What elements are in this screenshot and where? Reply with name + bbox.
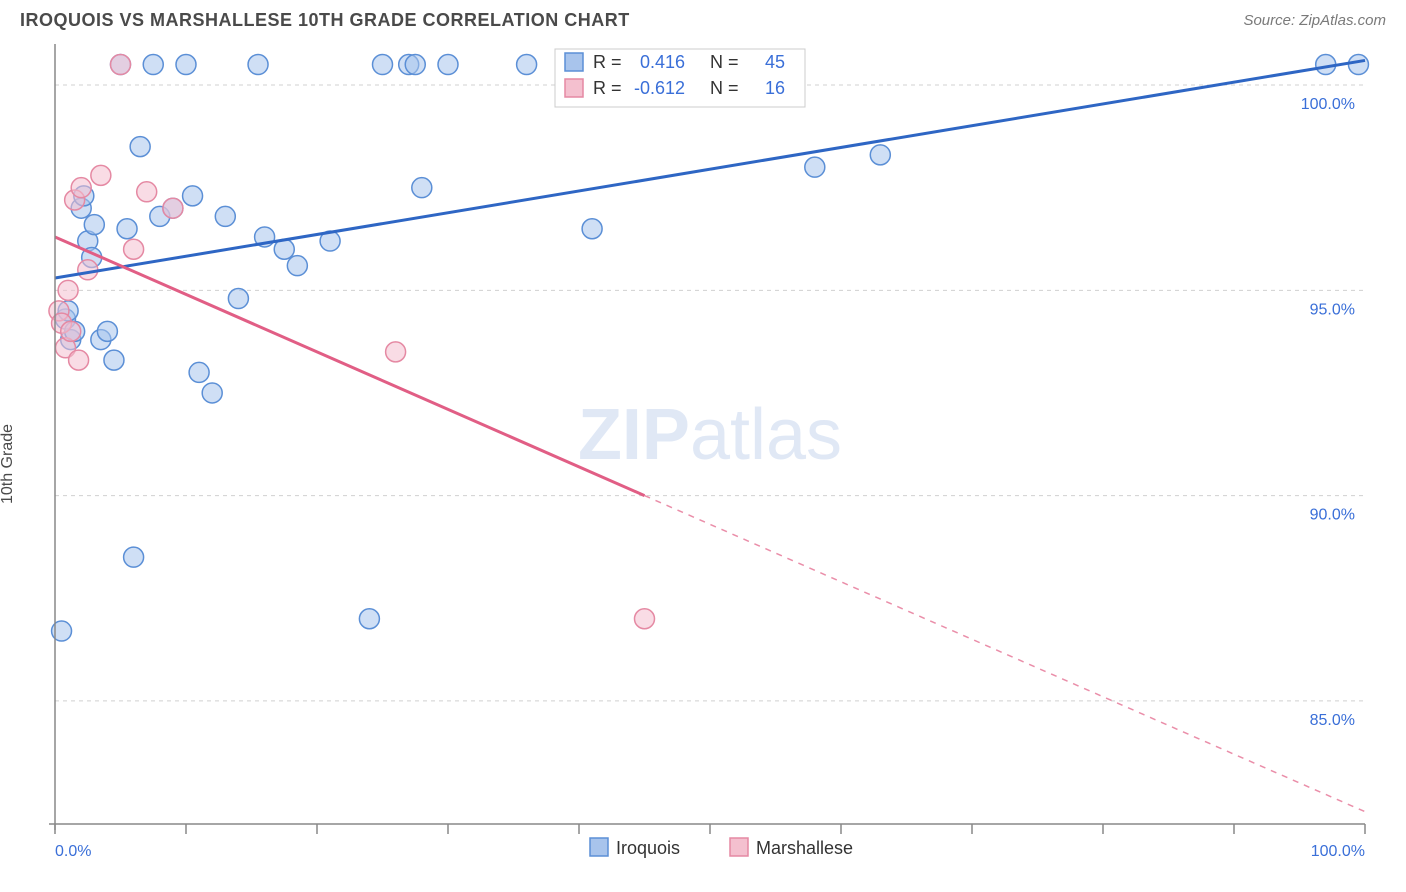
chart-title: IROQUOIS VS MARSHALLESE 10TH GRADE CORRE… [20, 10, 630, 31]
svg-text:100.0%: 100.0% [1311, 843, 1365, 860]
scatter-chart: 85.0% 90.0% 95.0% 100.0% ZIPatlas 0.0% 100.0% R… [0, 39, 1406, 889]
svg-text:R =: R = [593, 52, 622, 72]
svg-text:45: 45 [765, 52, 785, 72]
chart-header: IROQUOIS VS MARSHALLESE 10TH GRADE CORRE… [0, 0, 1406, 39]
svg-text:N =: N = [710, 78, 739, 98]
svg-text:90.0%: 90.0% [1310, 507, 1355, 524]
svg-text:100.0%: 100.0% [1301, 96, 1355, 113]
svg-text:85.0%: 85.0% [1310, 712, 1355, 729]
svg-text:ZIPatlas: ZIPatlas [578, 395, 842, 475]
svg-text:N =: N = [710, 52, 739, 72]
svg-text:-0.612: -0.612 [634, 78, 685, 98]
svg-text:95.0%: 95.0% [1310, 301, 1355, 318]
svg-text:Marshallese: Marshallese [756, 838, 853, 858]
svg-text:0.416: 0.416 [640, 52, 685, 72]
svg-text:0.0%: 0.0% [55, 843, 91, 860]
chart-area: 10th Grade 85.0% 90.0% 95.0% 100.0% ZIPatlas… [0, 39, 1406, 889]
svg-text:Iroquois: Iroquois [616, 838, 680, 858]
y-axis-label: 10th Grade [0, 424, 17, 504]
svg-text:R =: R = [593, 78, 622, 98]
chart-source: Source: ZipAtlas.com [1243, 12, 1386, 29]
svg-text:16: 16 [765, 78, 785, 98]
